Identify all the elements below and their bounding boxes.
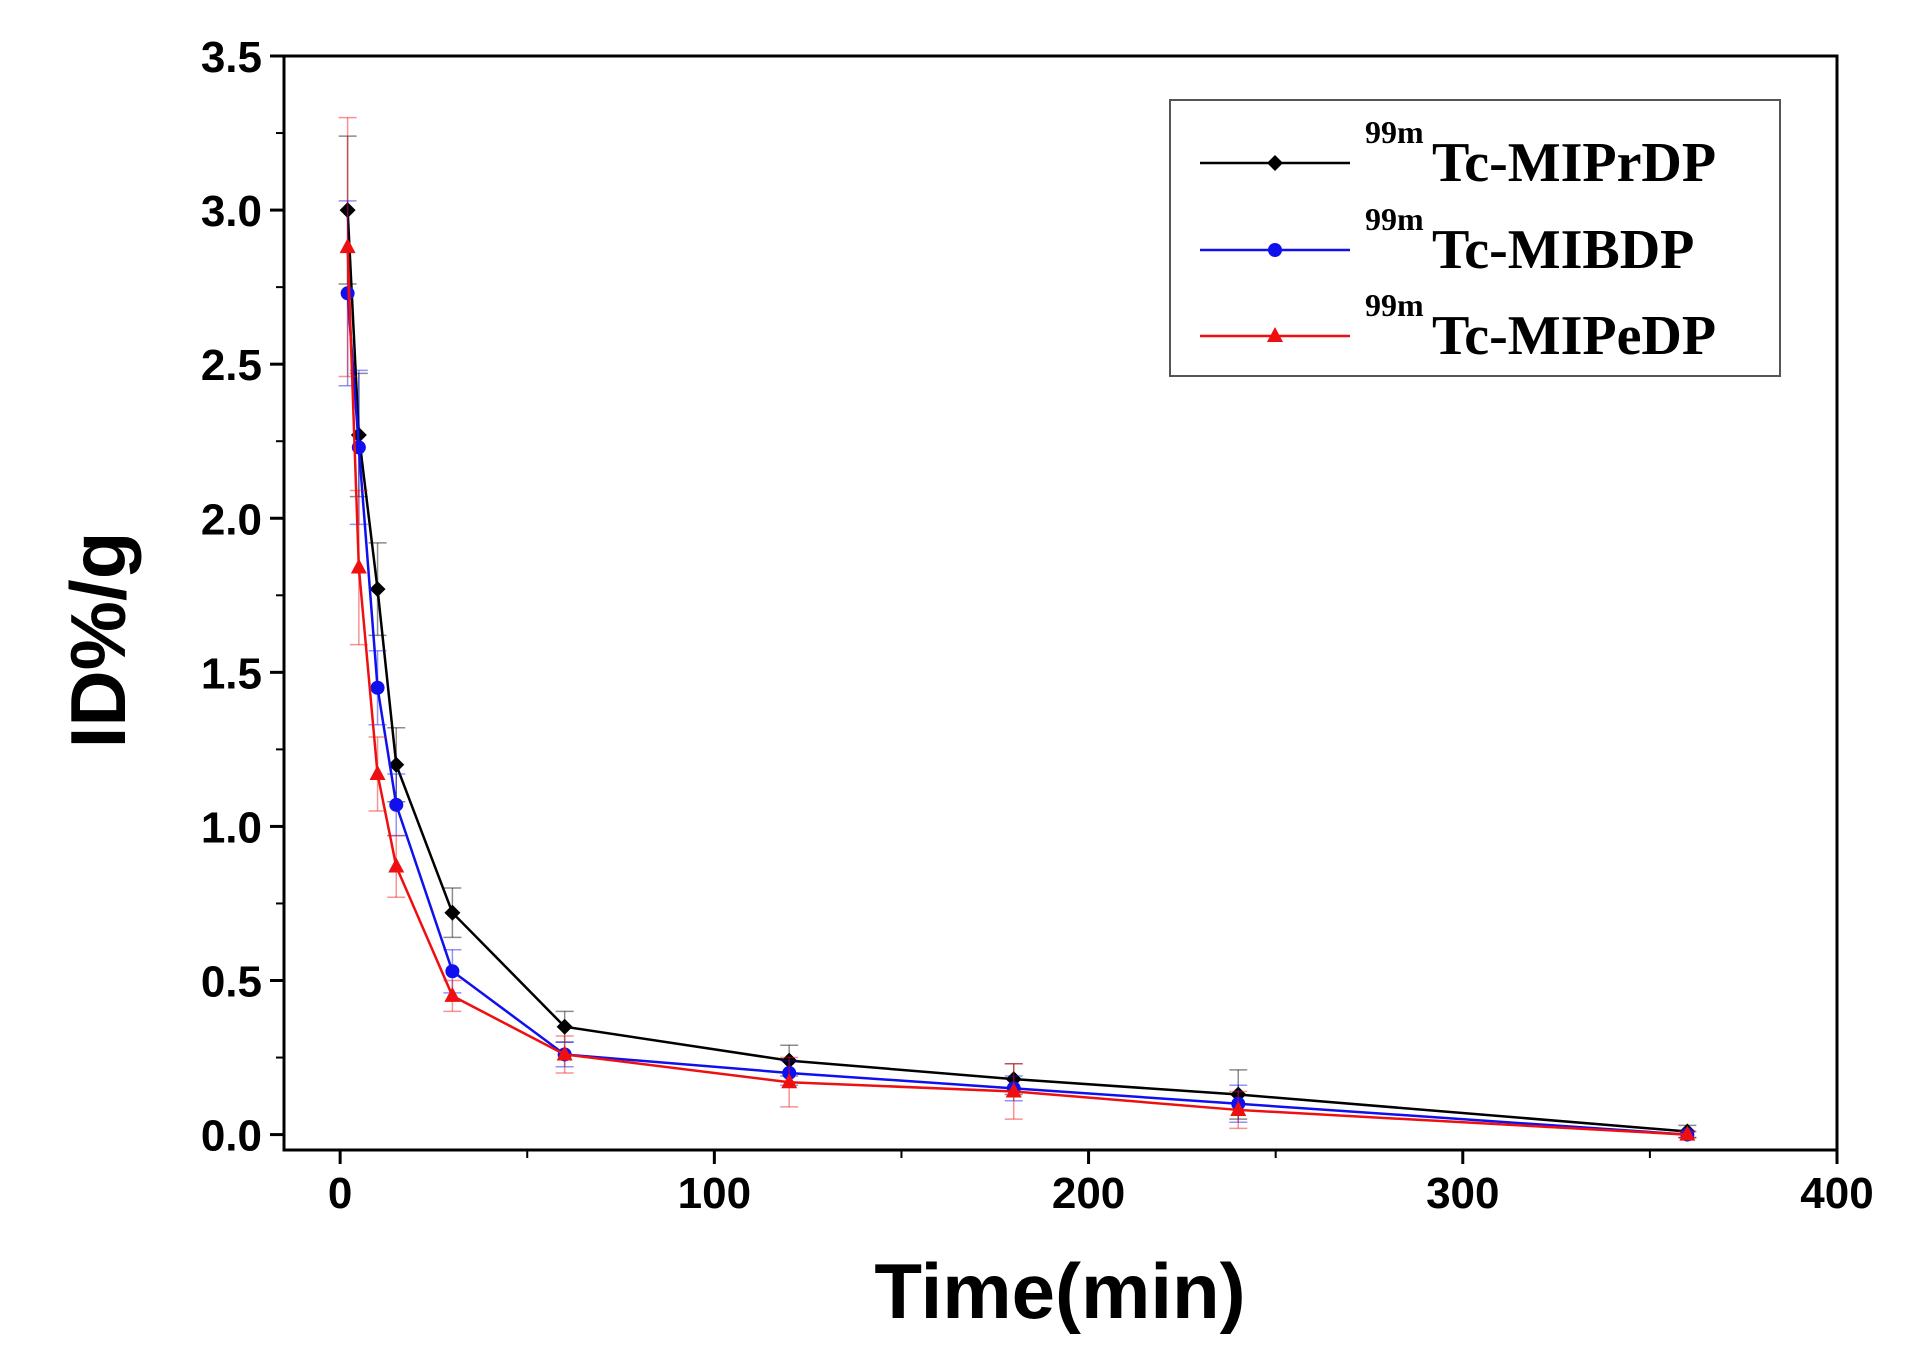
series-line: [346, 293, 1688, 1136]
series-line: [346, 247, 1688, 1136]
data-point: [389, 797, 404, 812]
data-point: [369, 581, 386, 598]
y-tick-label: 1.5: [201, 649, 262, 698]
data-point: [781, 1052, 798, 1069]
legend-superscript: 99m: [1365, 201, 1424, 237]
data-point: [369, 765, 386, 781]
legend-superscript: 99m: [1365, 287, 1424, 323]
y-ticks: 0.0 0.5 1.0 1.5 2.0 2.5 3.0 3.5: [201, 33, 284, 1161]
data-point: [1005, 1082, 1022, 1098]
legend-box: [1169, 99, 1781, 377]
y-tick-label: 2.0: [201, 495, 262, 544]
x-tick-label: 200: [1052, 1169, 1125, 1218]
legend-superscript: 99m: [1365, 114, 1424, 150]
data-point: [445, 964, 460, 979]
legend-label: Tc-MIBDP: [1432, 219, 1694, 281]
legend-label: Tc-MIPrDP: [1432, 132, 1716, 194]
data-point: [340, 286, 355, 301]
y-tick-label: 2.5: [201, 341, 262, 390]
legend-entry: 99m Tc-MIPrDP: [1200, 114, 1716, 194]
y-tick-label: 1.0: [201, 803, 262, 852]
plot-frame: [282, 54, 1839, 1152]
legend-entry: 99m Tc-MIBDP: [1200, 201, 1694, 281]
data-point: [1679, 1125, 1696, 1141]
y-tick-label: 0.5: [201, 958, 262, 1007]
legend-marker: [1268, 243, 1282, 257]
data-point: [1230, 1100, 1247, 1116]
legend-label: Tc-MIPeDP: [1432, 305, 1716, 367]
x-tick-label: 100: [678, 1169, 751, 1218]
data-point: [782, 1065, 797, 1080]
y-tick-label: 3.0: [201, 187, 262, 236]
legend-entry: 99m Tc-MIPeDP: [1200, 287, 1716, 367]
data-point: [556, 1045, 573, 1061]
x-tick-label: 300: [1426, 1169, 1499, 1218]
y-tick-label: 0.0: [201, 1112, 262, 1161]
data-point: [350, 558, 367, 574]
x-axis-title: Time(min): [874, 1247, 1245, 1335]
data-point: [388, 756, 405, 773]
data-point: [339, 238, 356, 254]
series-Tc-MIPeDP: [338, 116, 1697, 1141]
data-point: [388, 857, 405, 873]
data-point: [339, 202, 356, 219]
y-axis-title: ID%/g: [54, 532, 142, 749]
series-layer: [338, 116, 1697, 1142]
x-tick-label: 400: [1800, 1169, 1873, 1218]
legend-marker: [1267, 327, 1283, 342]
x-tick-label: 0: [328, 1169, 352, 1218]
data-point: [444, 986, 461, 1002]
data-point: [556, 1018, 573, 1035]
x-ticks: 0 100 200 300 400: [328, 1150, 1874, 1218]
data-point: [444, 904, 461, 921]
data-point: [781, 1073, 798, 1089]
y-tick-label: 3.5: [201, 33, 262, 82]
series-line: [346, 210, 1688, 1133]
legend-marker: [1267, 155, 1283, 171]
data-point: [370, 680, 385, 695]
